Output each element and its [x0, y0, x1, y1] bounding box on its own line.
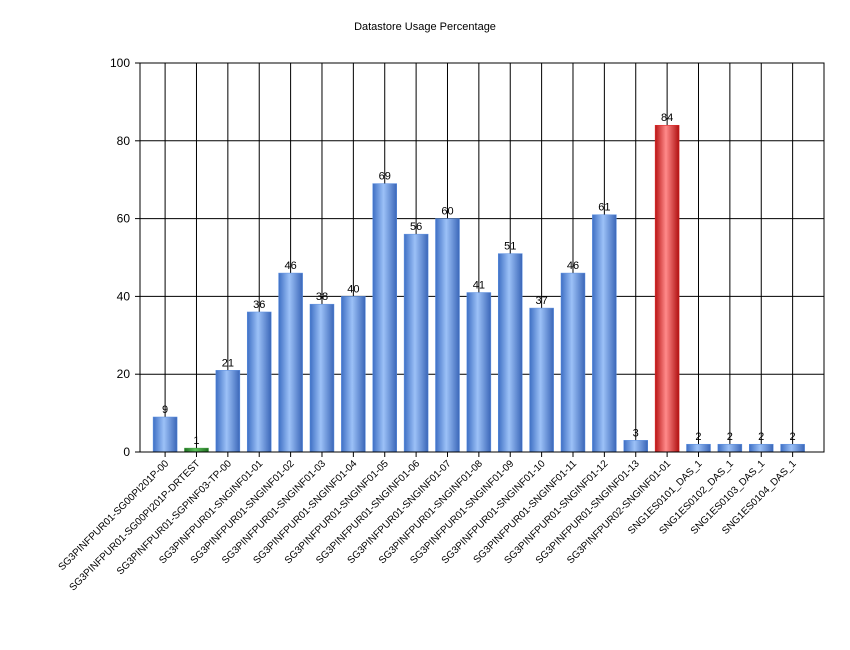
value-label: 2	[727, 431, 733, 443]
value-label: 38	[316, 291, 328, 303]
value-label: 2	[695, 431, 701, 443]
value-label: 21	[222, 357, 234, 369]
bar-19	[717, 443, 743, 453]
bar-13	[529, 307, 554, 453]
value-label: 69	[379, 171, 391, 183]
value-label: 40	[347, 283, 359, 295]
value-label: 46	[567, 260, 579, 272]
bar-18	[686, 443, 711, 453]
bar-2	[184, 447, 209, 453]
y-tick-label: 60	[117, 212, 131, 226]
bar-layer	[152, 124, 805, 453]
value-label-layer: 9 1 21 36 46 38 40 69 56 60 41 51 37 46 61 3 84 2 2 2 2	[162, 112, 796, 447]
y-tick-label: 20	[117, 367, 131, 381]
value-label: 2	[758, 431, 764, 443]
y-tick-label: 80	[117, 134, 131, 148]
y-tick-label: 100	[110, 56, 130, 70]
bar-14	[560, 272, 586, 453]
value-label: 37	[535, 295, 547, 307]
bar-12	[497, 253, 523, 453]
chart-title: Datastore Usage Percentage	[354, 21, 496, 33]
value-label: 46	[284, 260, 296, 272]
value-label: 36	[253, 299, 265, 311]
bar-3	[215, 370, 241, 453]
bar-6	[309, 303, 335, 453]
x-tick-label: SG3PINFPUR01-SG00PI201P-00	[57, 458, 172, 573]
bar-16	[623, 440, 648, 453]
bar-9	[403, 233, 429, 453]
value-label: 2	[790, 431, 796, 443]
bar-15	[592, 214, 617, 453]
x-tick-label: SG3PINFPUR01-SG00PI201P-DRTEST	[68, 458, 203, 593]
value-label: 41	[473, 280, 485, 292]
value-label: 61	[598, 202, 610, 214]
bar-10	[435, 218, 460, 453]
value-label: 1	[193, 435, 199, 447]
bar-5	[278, 272, 303, 453]
bar-17	[654, 124, 680, 453]
bar-4	[246, 311, 272, 453]
plot-frame	[139, 62, 825, 453]
value-label: 51	[504, 241, 516, 253]
x-tick-label: SG3PINFPUR01-SGPINF03-TP-00	[115, 458, 234, 577]
y-tick-label: 0	[123, 445, 130, 459]
bar-8	[372, 183, 397, 453]
value-label: 56	[410, 221, 422, 233]
bar-1	[152, 416, 178, 453]
value-label: 3	[633, 427, 639, 439]
bar-11	[466, 292, 492, 453]
bar-20	[748, 443, 774, 453]
bar-7	[341, 296, 366, 453]
value-label: 9	[162, 404, 168, 416]
value-label: 60	[441, 206, 453, 218]
y-tick-label: 40	[117, 289, 131, 303]
bar-21	[780, 443, 805, 453]
value-label: 84	[661, 112, 673, 124]
